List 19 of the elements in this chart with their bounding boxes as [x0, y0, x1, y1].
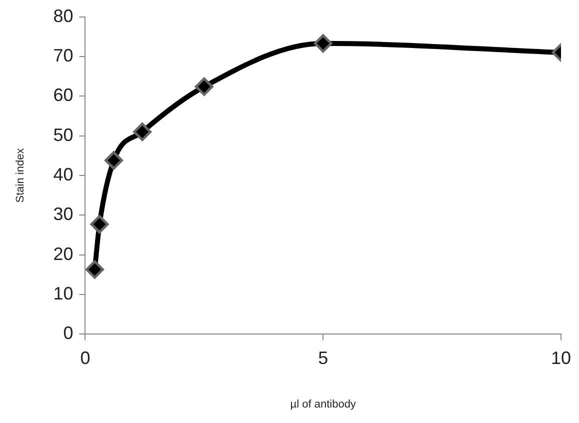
y-tick-label: 10 [53, 283, 74, 304]
point [194, 77, 214, 96]
point [104, 151, 124, 170]
y-tick-label: 20 [53, 244, 74, 264]
y-tick-label: 60 [53, 85, 74, 106]
x-tick-label: 0 [80, 348, 90, 368]
y-tick-label: 40 [53, 164, 74, 184]
x-tick-label: 10 [550, 348, 572, 368]
y-tick-label: 70 [53, 45, 74, 66]
y-tick-label: 30 [53, 204, 74, 224]
y-tick-label: 80 [53, 6, 74, 26]
x-axis-title: µl of antibody [290, 398, 356, 410]
point [90, 215, 109, 234]
y-axis-title: Stain index [14, 148, 27, 203]
y-tick-label: 50 [53, 124, 74, 145]
point [85, 260, 104, 279]
point [133, 122, 152, 142]
x-tick-label: 5 [318, 348, 328, 368]
y-tick-label: 0 [63, 323, 74, 344]
